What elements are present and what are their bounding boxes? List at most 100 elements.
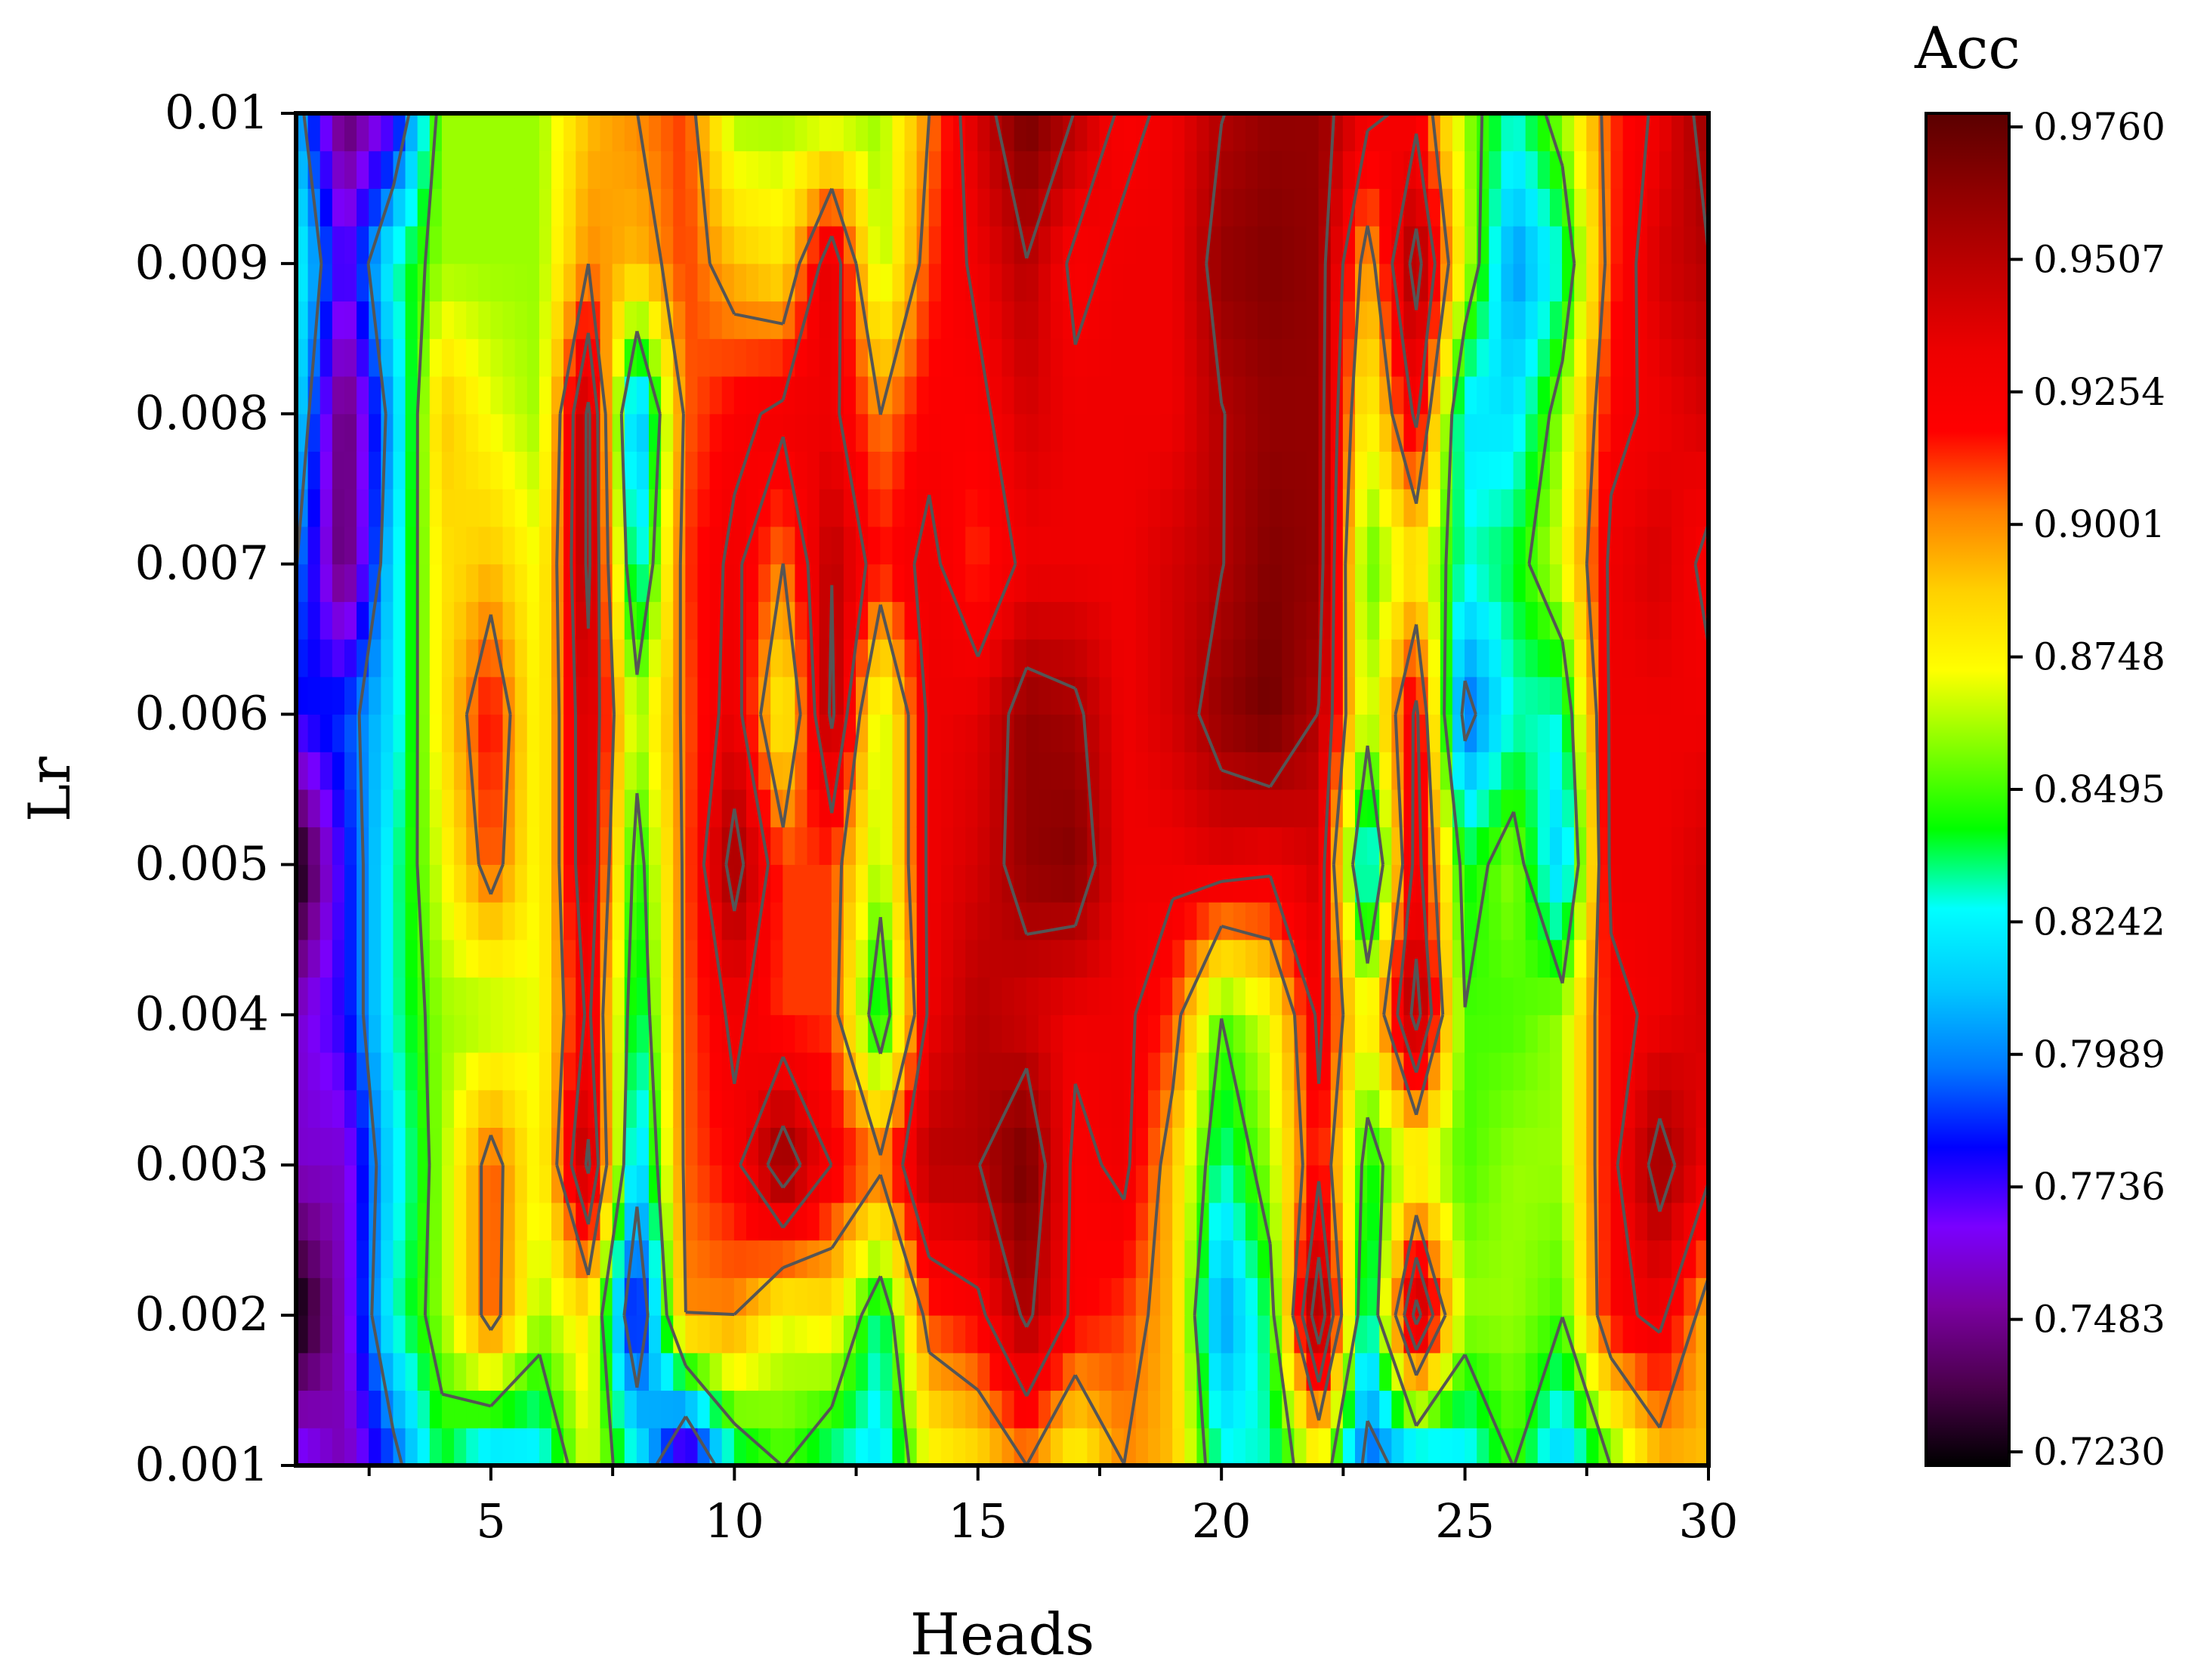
heatmap-cell [1221, 1164, 1234, 1203]
heatmap-cell [1075, 338, 1088, 377]
heatmap-cell [405, 564, 418, 602]
heatmap-cell [953, 676, 967, 715]
heatmap-cell [1196, 564, 1210, 602]
heatmap-cell [576, 676, 589, 715]
heatmap-cell [1063, 826, 1076, 865]
heatmap-cell [892, 977, 906, 1015]
heatmap-cell [1501, 1314, 1514, 1354]
heatmap-cell [1489, 1277, 1502, 1316]
heatmap-cell [1525, 1089, 1539, 1128]
heatmap-cell [514, 150, 528, 189]
heatmap-cell [1671, 901, 1685, 940]
heatmap-cell [1123, 375, 1137, 415]
heatmap-cell [1184, 789, 1198, 828]
heatmap-cell [1282, 601, 1295, 640]
heatmap-cell [770, 1277, 784, 1316]
heatmap-cell [502, 301, 516, 339]
heatmap-cell [709, 1202, 723, 1241]
heatmap-cell [1172, 638, 1186, 678]
heatmap-cell [1671, 488, 1685, 527]
heatmap-cell [1330, 714, 1344, 752]
heatmap-cell [733, 939, 747, 978]
heatmap-cell [1135, 1427, 1149, 1465]
heatmap-cell [332, 413, 345, 452]
heatmap-cell [989, 526, 1003, 565]
heatmap-cell [1671, 413, 1685, 452]
heatmap-cell [1099, 113, 1113, 152]
heatmap-cell [916, 826, 930, 865]
heatmap-cell [588, 150, 601, 189]
heatmap-cell [1111, 1014, 1125, 1053]
heatmap-cell [588, 638, 601, 678]
heatmap-cell [649, 901, 662, 940]
heatmap-cell [685, 564, 699, 602]
heatmap-cell [856, 1164, 869, 1203]
heatmap-cell [405, 826, 418, 865]
heatmap-cell [1014, 1240, 1027, 1278]
heatmap-cell [843, 187, 857, 227]
heatmap-cell [1087, 751, 1100, 790]
heatmap-cell [1196, 187, 1210, 227]
heatmap-cell [381, 413, 394, 452]
heatmap-cell [1282, 676, 1295, 715]
heatmap-cell [429, 1240, 443, 1278]
heatmap-cell [1184, 375, 1198, 415]
heatmap-cell [1428, 1352, 1441, 1391]
heatmap-cell [1099, 1089, 1113, 1128]
heatmap-cell [466, 601, 480, 640]
heatmap-cell [296, 1164, 309, 1203]
heatmap-cell [417, 564, 431, 602]
heatmap-cell [1342, 1277, 1356, 1316]
heatmap-cell [1270, 1164, 1283, 1203]
heatmap-cell [1647, 1202, 1661, 1241]
heatmap-cell [977, 451, 991, 489]
heatmap-cell [940, 1014, 955, 1053]
heatmap-cell [1026, 113, 1039, 152]
heatmap-cell [1111, 1352, 1125, 1391]
heatmap-cell [405, 751, 418, 790]
heatmap-cell [344, 187, 358, 227]
heatmap-cell [612, 488, 625, 527]
heatmap-cell [1002, 977, 1015, 1015]
heatmap-cell [685, 939, 699, 978]
heatmap-cell [1111, 1089, 1125, 1128]
heatmap-cell [1038, 826, 1051, 865]
heatmap-cell [1172, 901, 1186, 940]
heatmap-cell [1428, 488, 1441, 527]
heatmap-cell [1245, 1277, 1259, 1316]
heatmap-cell [1562, 1164, 1576, 1203]
heatmap-cell [636, 1164, 650, 1203]
heatmap-cell [429, 751, 443, 790]
heatmap-cell [1659, 1314, 1673, 1354]
heatmap-cell [1258, 714, 1271, 752]
heatmap-cell [1172, 1352, 1186, 1391]
heatmap-cell [1184, 1427, 1198, 1465]
heatmap-cell [466, 1240, 480, 1278]
heatmap-cell [1063, 113, 1076, 152]
heatmap-cell [490, 977, 504, 1015]
heatmap-cell [405, 150, 418, 189]
heatmap-cell [441, 301, 455, 339]
heatmap-cell [1525, 375, 1539, 415]
heatmap-cell [940, 826, 955, 865]
heatmap-cell [344, 751, 358, 790]
heatmap-cell [1099, 526, 1113, 565]
heatmap-cell [685, 1277, 699, 1316]
heatmap-cell [514, 1427, 528, 1465]
heatmap-cell [1647, 1277, 1661, 1316]
heatmap-cell [745, 375, 760, 415]
heatmap-cell [1610, 488, 1624, 527]
heatmap-cell [1513, 601, 1526, 640]
heatmap-cell [478, 676, 492, 715]
heatmap-cell [1647, 901, 1661, 940]
heatmap-cell [1537, 375, 1551, 415]
heatmap-cell [1501, 1240, 1514, 1278]
heatmap-cell [612, 338, 625, 377]
heatmap-cell [1367, 1089, 1381, 1128]
heatmap-cell [1038, 1014, 1051, 1053]
heatmap-cell [1355, 526, 1369, 565]
heatmap-cell [1002, 1052, 1015, 1091]
heatmap-cell [1489, 789, 1502, 828]
colorbar-tick-label: 0.9001 [2033, 502, 2165, 546]
heatmap-cell [807, 1014, 820, 1053]
